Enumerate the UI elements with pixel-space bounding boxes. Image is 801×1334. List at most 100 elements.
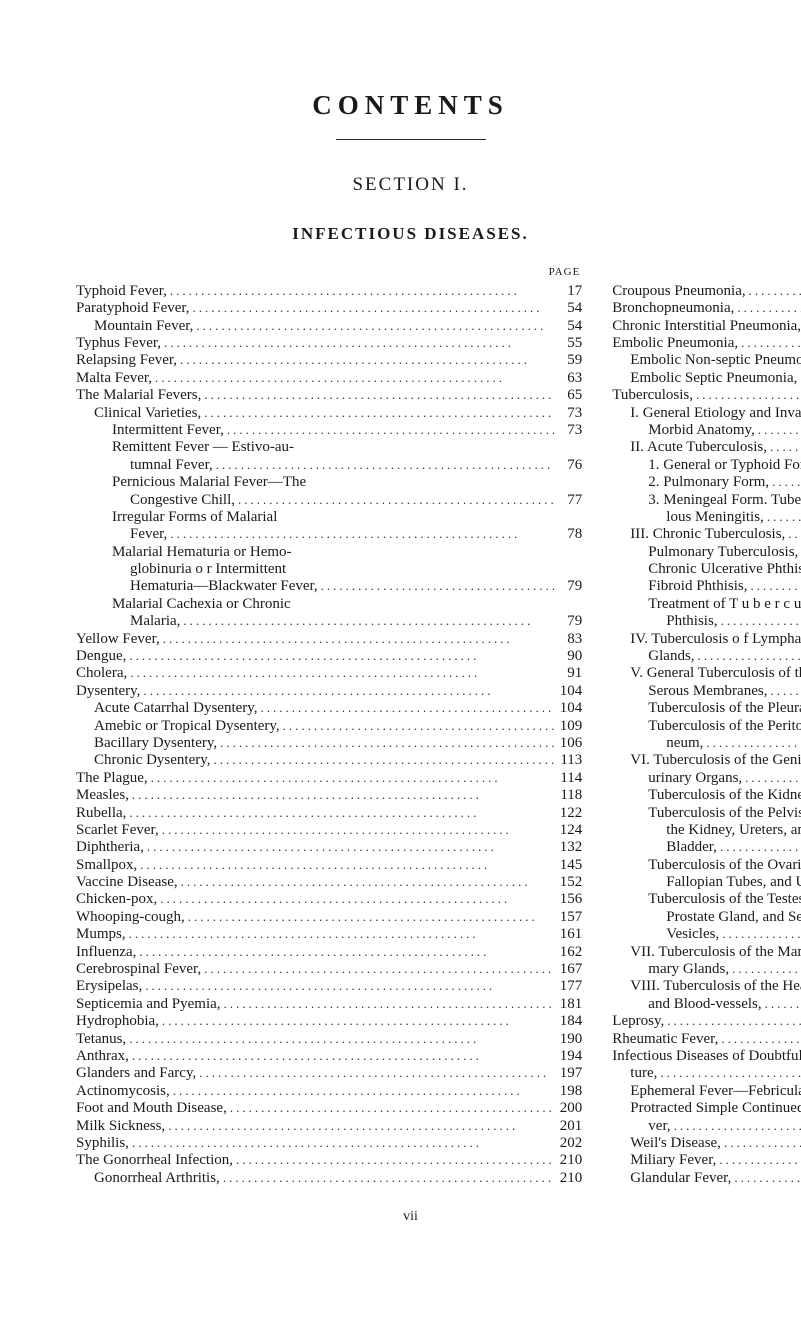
toc-entry-label: Weil's Disease, bbox=[630, 1135, 721, 1152]
toc-entry: Acute Catarrhal Dysentery,..............… bbox=[76, 700, 582, 717]
toc-entry: Typhus Fever,...........................… bbox=[76, 335, 582, 352]
toc-entry-page: 184 bbox=[554, 1013, 582, 1030]
toc-entry-page: 161 bbox=[554, 926, 582, 943]
toc-entry-page: 55 bbox=[554, 335, 582, 352]
toc-entry: Bronchopneumonia,.......................… bbox=[612, 300, 801, 317]
toc-entry: The Plague,.............................… bbox=[76, 770, 582, 787]
toc-leader-dots: ........................................… bbox=[233, 1152, 554, 1167]
toc-leader-dots: ........................................… bbox=[165, 1118, 554, 1133]
toc-entry-label: Paratyphoid Fever, bbox=[76, 300, 190, 317]
toc-entry-label: Typhus Fever, bbox=[76, 335, 161, 352]
toc-leader-dots: ........................................… bbox=[178, 874, 555, 889]
toc-entry: I. General Etiology and Invasion, bbox=[612, 405, 801, 422]
toc-entry: Phthisis,...............................… bbox=[612, 613, 801, 630]
section-subtitle: INFECTIOUS DISEASES. bbox=[76, 224, 745, 244]
toc-entry: tumnal Fever,...........................… bbox=[76, 457, 582, 474]
toc-leader-dots: ........................................… bbox=[764, 509, 801, 524]
toc-entry-label: Treatment of T u b e r c u l a r bbox=[648, 596, 801, 613]
toc-entry-label: the Kidney, Ureters, and bbox=[666, 822, 801, 839]
toc-entry-label: The Malarial Fevers, bbox=[76, 387, 201, 404]
toc-entry-label: Foot and Mouth Disease, bbox=[76, 1100, 227, 1117]
toc-entry-label: Bronchopneumonia, bbox=[612, 300, 734, 317]
toc-entry: The Malarial Fevers,....................… bbox=[76, 387, 582, 404]
toc-entry: VIII. Tuberculosis of the Heart bbox=[612, 978, 801, 995]
toc-leader-dots: ........................................… bbox=[767, 439, 801, 454]
toc-entry: Glandular Fever,........................… bbox=[612, 1170, 801, 1187]
toc-leader-dots: ........................................… bbox=[755, 422, 801, 437]
toc-list-left: Typhoid Fever,..........................… bbox=[76, 283, 582, 1187]
toc-entry: Smallpox,...............................… bbox=[76, 857, 582, 874]
toc-entry: Chronic Dysentery,......................… bbox=[76, 752, 582, 769]
toc-entry: Milk Sickness,..........................… bbox=[76, 1118, 582, 1135]
toc-leader-dots: ........................................… bbox=[738, 335, 801, 350]
toc-leader-dots: ........................................… bbox=[703, 735, 801, 750]
toc-entry: Infectious Diseases of Doubtful Na- bbox=[612, 1048, 801, 1065]
toc-entry-page: 167 bbox=[554, 961, 582, 978]
toc-leader-dots: ........................................… bbox=[177, 352, 554, 367]
toc-entry: Influenza,..............................… bbox=[76, 944, 582, 961]
toc-leader-dots: ........................................… bbox=[785, 526, 801, 541]
toc-entry-page: 201 bbox=[554, 1118, 582, 1135]
toc-entry: Vaccine Disease,........................… bbox=[76, 874, 582, 891]
toc-leader-dots: ........................................… bbox=[201, 387, 554, 402]
toc-entry-label: The Plague, bbox=[76, 770, 148, 787]
toc-leader-dots: ........................................… bbox=[129, 1135, 554, 1150]
toc-entry-label: mary Glands, bbox=[648, 961, 729, 978]
toc-entry-label: Leprosy, bbox=[612, 1013, 664, 1030]
toc-leader-dots: ........................................… bbox=[221, 996, 555, 1011]
toc-entry-page: 145 bbox=[554, 857, 582, 874]
toc-leader-dots: ........................................… bbox=[721, 1135, 801, 1150]
toc-leader-dots: ........................................… bbox=[196, 1065, 554, 1080]
toc-entry: Serous Membranes,.......................… bbox=[612, 683, 801, 700]
toc-entry: Rubella,................................… bbox=[76, 805, 582, 822]
toc-entry-label: Irregular Forms of Malarial bbox=[112, 509, 277, 526]
toc-leader-dots: ........................................… bbox=[235, 492, 554, 507]
toc-entry-page: 59 bbox=[554, 352, 582, 369]
toc-entry-label: 3. Meningeal Form. Tubercu- bbox=[648, 492, 801, 509]
toc-entry: Tuberculosis of the Kidney,.............… bbox=[612, 787, 801, 804]
toc-entry-label: and Blood-vessels, bbox=[648, 996, 761, 1013]
toc-entry: 1. General or Typhoid Form,.............… bbox=[612, 457, 801, 474]
toc-entry-label: Pernicious Malarial Fever—The bbox=[112, 474, 306, 491]
toc-entry-page: 124 bbox=[554, 822, 582, 839]
toc-entry-label: Miliary Fever, bbox=[630, 1152, 716, 1169]
toc-leader-dots: ........................................… bbox=[144, 839, 554, 854]
toc-entry: Fever,..................................… bbox=[76, 526, 582, 543]
toc-entry-page: 79 bbox=[554, 613, 582, 630]
toc-entry-label: Milk Sickness, bbox=[76, 1118, 165, 1135]
toc-entry: Embolic Septic Pneumonia,...............… bbox=[612, 370, 801, 387]
toc-entry-label: Tuberculosis of the Testes, bbox=[648, 891, 801, 908]
toc-entry-label: ture, bbox=[630, 1065, 657, 1082]
toc-entry: VII. Tuberculosis of the Mam- bbox=[612, 944, 801, 961]
toc-entry: Vesicles,...............................… bbox=[612, 926, 801, 943]
toc-entry-label: Erysipelas, bbox=[76, 978, 142, 995]
toc-entry: Clinical Varieties,.....................… bbox=[76, 405, 582, 422]
toc-entry: Septicemia and Pyemia,..................… bbox=[76, 996, 582, 1013]
toc-leader-dots: ........................................… bbox=[193, 318, 554, 333]
toc-entry: ture,...................................… bbox=[612, 1065, 801, 1082]
toc-entry: Malaria,................................… bbox=[76, 613, 582, 630]
toc-leader-dots: ........................................… bbox=[126, 805, 554, 820]
toc-column-right: PAGE Croupous Pneumonia,................… bbox=[612, 266, 801, 1187]
toc-leader-dots: ........................................… bbox=[213, 457, 555, 472]
toc-entry-label: Tuberculosis of the Pleura, bbox=[648, 700, 801, 717]
toc-entry: Actinomycosis,..........................… bbox=[76, 1083, 582, 1100]
toc-entry-label: Tuberculosis, bbox=[612, 387, 693, 404]
toc-entry-label: Malarial Hematuria or Hemo- bbox=[112, 544, 292, 561]
toc-entry: Pernicious Malarial Fever—The bbox=[76, 474, 582, 491]
toc-entry-label: Glands, bbox=[648, 648, 694, 665]
toc-entry-label: Serous Membranes, bbox=[648, 683, 767, 700]
toc-leader-dots: ........................................… bbox=[161, 335, 554, 350]
toc-leader-dots: ........................................… bbox=[769, 474, 801, 489]
toc-entry: Hematuria—Blackwater Fever,.............… bbox=[76, 578, 582, 595]
toc-leader-dots: ........................................… bbox=[185, 909, 555, 924]
toc-leader-dots: ........................................… bbox=[190, 300, 555, 315]
toc-leader-dots: ........................................… bbox=[201, 961, 554, 976]
toc-entry: Chicken-pox,............................… bbox=[76, 891, 582, 908]
toc-entry: The Gonorrheal Infection,...............… bbox=[76, 1152, 582, 1169]
toc-entry-label: Measles, bbox=[76, 787, 129, 804]
toc-entry-page: 79 bbox=[554, 578, 582, 595]
toc-entry-label: Whooping-cough, bbox=[76, 909, 185, 926]
toc-entry-page: 122 bbox=[554, 805, 582, 822]
page: CONTENTS SECTION I. INFECTIOUS DISEASES.… bbox=[0, 0, 801, 1265]
